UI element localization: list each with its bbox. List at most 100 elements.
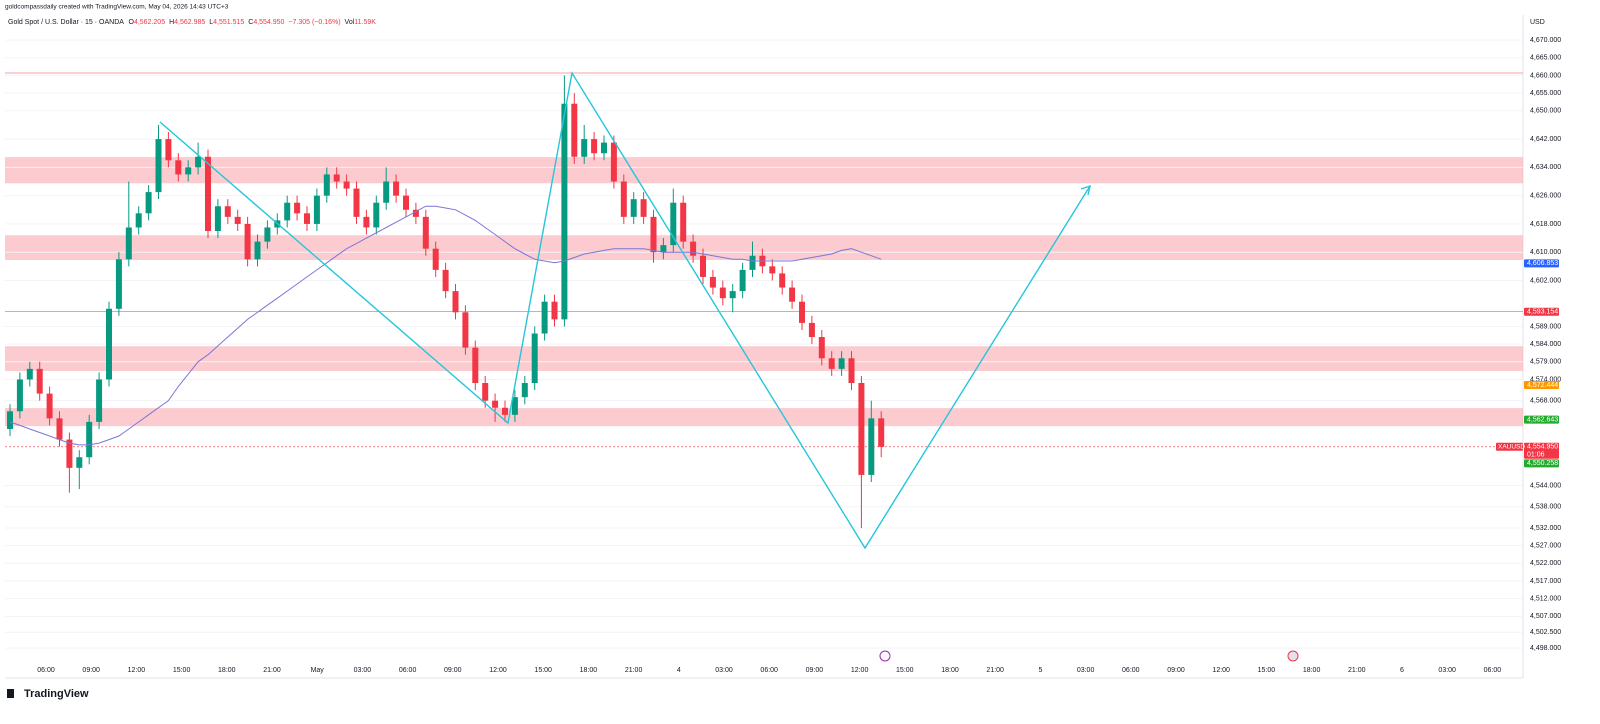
candle-body — [502, 407, 508, 415]
candle-body — [808, 322, 815, 338]
ticker-bg — [1496, 442, 1523, 451]
y-tick-label: 4,579.000 — [1530, 359, 1561, 366]
y-tick-label: 4,584.000 — [1530, 341, 1561, 348]
x-tick-label: 6 — [1400, 667, 1404, 674]
x-tick-label: 21:00 — [263, 667, 281, 674]
brand-name: TradingView — [24, 688, 89, 700]
candle-body — [779, 273, 786, 288]
x-tick-label: 21:00 — [986, 667, 1004, 674]
candle-body — [313, 195, 320, 224]
x-tick-label: 09:00 — [1167, 667, 1185, 674]
x-tick-label: 15:00 — [896, 667, 914, 674]
y-tick-label: 4,532.000 — [1530, 525, 1561, 532]
candle-body — [492, 400, 499, 408]
candle-body — [66, 439, 73, 468]
zone — [5, 157, 1523, 184]
candle-body — [620, 181, 627, 217]
y-tick-label: 4,574.000 — [1530, 376, 1561, 383]
candle-body — [76, 457, 83, 468]
candle-body — [343, 181, 350, 189]
y-tick-label: 4,544.000 — [1530, 482, 1561, 489]
volume: 11.59K — [354, 19, 376, 26]
price-label: 4,572.444 — [1527, 382, 1558, 389]
candle-body — [155, 139, 162, 193]
x-tick-label: 18:00 — [941, 667, 959, 674]
y-tick-label: 4,655.000 — [1530, 90, 1561, 97]
candle-body — [205, 156, 211, 231]
y-tick-label: 4,634.000 — [1530, 164, 1561, 171]
candle-body — [125, 227, 132, 260]
credit: goldcompassdaily created with TradingVie… — [5, 4, 229, 11]
y-tick-label: 4,650.000 — [1530, 108, 1561, 115]
x-tick-label: 15:00 — [173, 667, 191, 674]
y-tick-label: 4,502.500 — [1530, 629, 1561, 636]
candle-body — [16, 379, 23, 412]
price-label-bg — [1524, 259, 1559, 268]
candle-body — [175, 160, 182, 175]
x-tick-label: 21:00 — [1348, 667, 1366, 674]
candle-body — [145, 192, 152, 214]
candle-body — [838, 358, 845, 369]
x-tick-label: 12:00 — [1212, 667, 1230, 674]
x-tick-label: 12:00 — [489, 667, 507, 674]
ohlc-value: 4,554.950 — [253, 19, 284, 26]
price-label: 4,593.154 — [1527, 309, 1558, 316]
candle-body — [571, 103, 578, 157]
x-tick-label: 12:00 — [851, 667, 869, 674]
moving-average — [9, 205, 882, 446]
event-flag[interactable] — [1287, 650, 1299, 662]
countdown: 01:06 — [1527, 452, 1545, 459]
y-tick-label: 4,507.000 — [1530, 613, 1561, 620]
candle-body — [185, 167, 192, 175]
x-tick-label: 06:00 — [760, 667, 778, 674]
x-tick-label: 03:00 — [354, 667, 372, 674]
y-tick-label: 4,512.000 — [1530, 595, 1561, 602]
candle-body — [284, 202, 291, 221]
y-tick-label: 4,568.000 — [1530, 398, 1561, 405]
candle-body — [630, 199, 637, 217]
x-tick-label: 06:00 — [1122, 667, 1140, 674]
candle-body — [452, 291, 459, 313]
zigzag-projection — [159, 71, 1091, 550]
candle-body — [214, 206, 221, 231]
y-tick-label: 4,665.000 — [1530, 55, 1561, 62]
drawing — [159, 71, 1091, 550]
candle-body — [96, 379, 103, 422]
candle-body — [304, 213, 310, 224]
candle-body — [46, 393, 53, 419]
ohlc-key: C — [248, 19, 253, 26]
candle-body — [541, 301, 548, 334]
candle-body — [294, 202, 301, 214]
candle-body — [640, 199, 647, 217]
y-tick-label: 4,522.000 — [1530, 560, 1561, 567]
y-tick-label: 4,538.000 — [1530, 504, 1561, 511]
candle-body — [521, 383, 528, 398]
x-tick-label: 18:00 — [580, 667, 598, 674]
candle-body — [868, 418, 875, 475]
ohlc-value: 4,562.205 — [134, 19, 165, 26]
y-tick-label: 4,626.000 — [1530, 192, 1561, 199]
y-tick-label: 4,610.000 — [1530, 249, 1561, 256]
x-tick-label: 12:00 — [128, 667, 146, 674]
y-tick-label: 4,618.000 — [1530, 221, 1561, 228]
legend: Gold Spot / U.S. Dollar · 15 · OANDA O4,… — [8, 19, 376, 26]
candle-body — [36, 368, 43, 394]
candle-body — [610, 142, 617, 182]
ohlc-value: 4,562.985 — [174, 19, 205, 26]
candle-body — [709, 276, 716, 288]
x-tick-label: May — [311, 667, 325, 674]
candle-body — [670, 202, 677, 246]
x-tick-label: 21:00 — [625, 667, 643, 674]
candle-body — [581, 139, 588, 157]
x-tick-label: 09:00 — [444, 667, 462, 674]
candle-body — [422, 216, 429, 249]
candle-body — [531, 333, 538, 384]
price-label-bg — [1524, 459, 1559, 468]
zone — [5, 346, 1523, 371]
ticker: XAUUSD — [1498, 444, 1525, 451]
event-icon[interactable] — [879, 650, 891, 662]
candle-body — [383, 181, 390, 203]
candle-body — [442, 269, 449, 292]
symbol: Gold Spot / U.S. Dollar · 15 · OANDA — [8, 19, 124, 26]
price-label: 4,562.643 — [1527, 416, 1558, 423]
